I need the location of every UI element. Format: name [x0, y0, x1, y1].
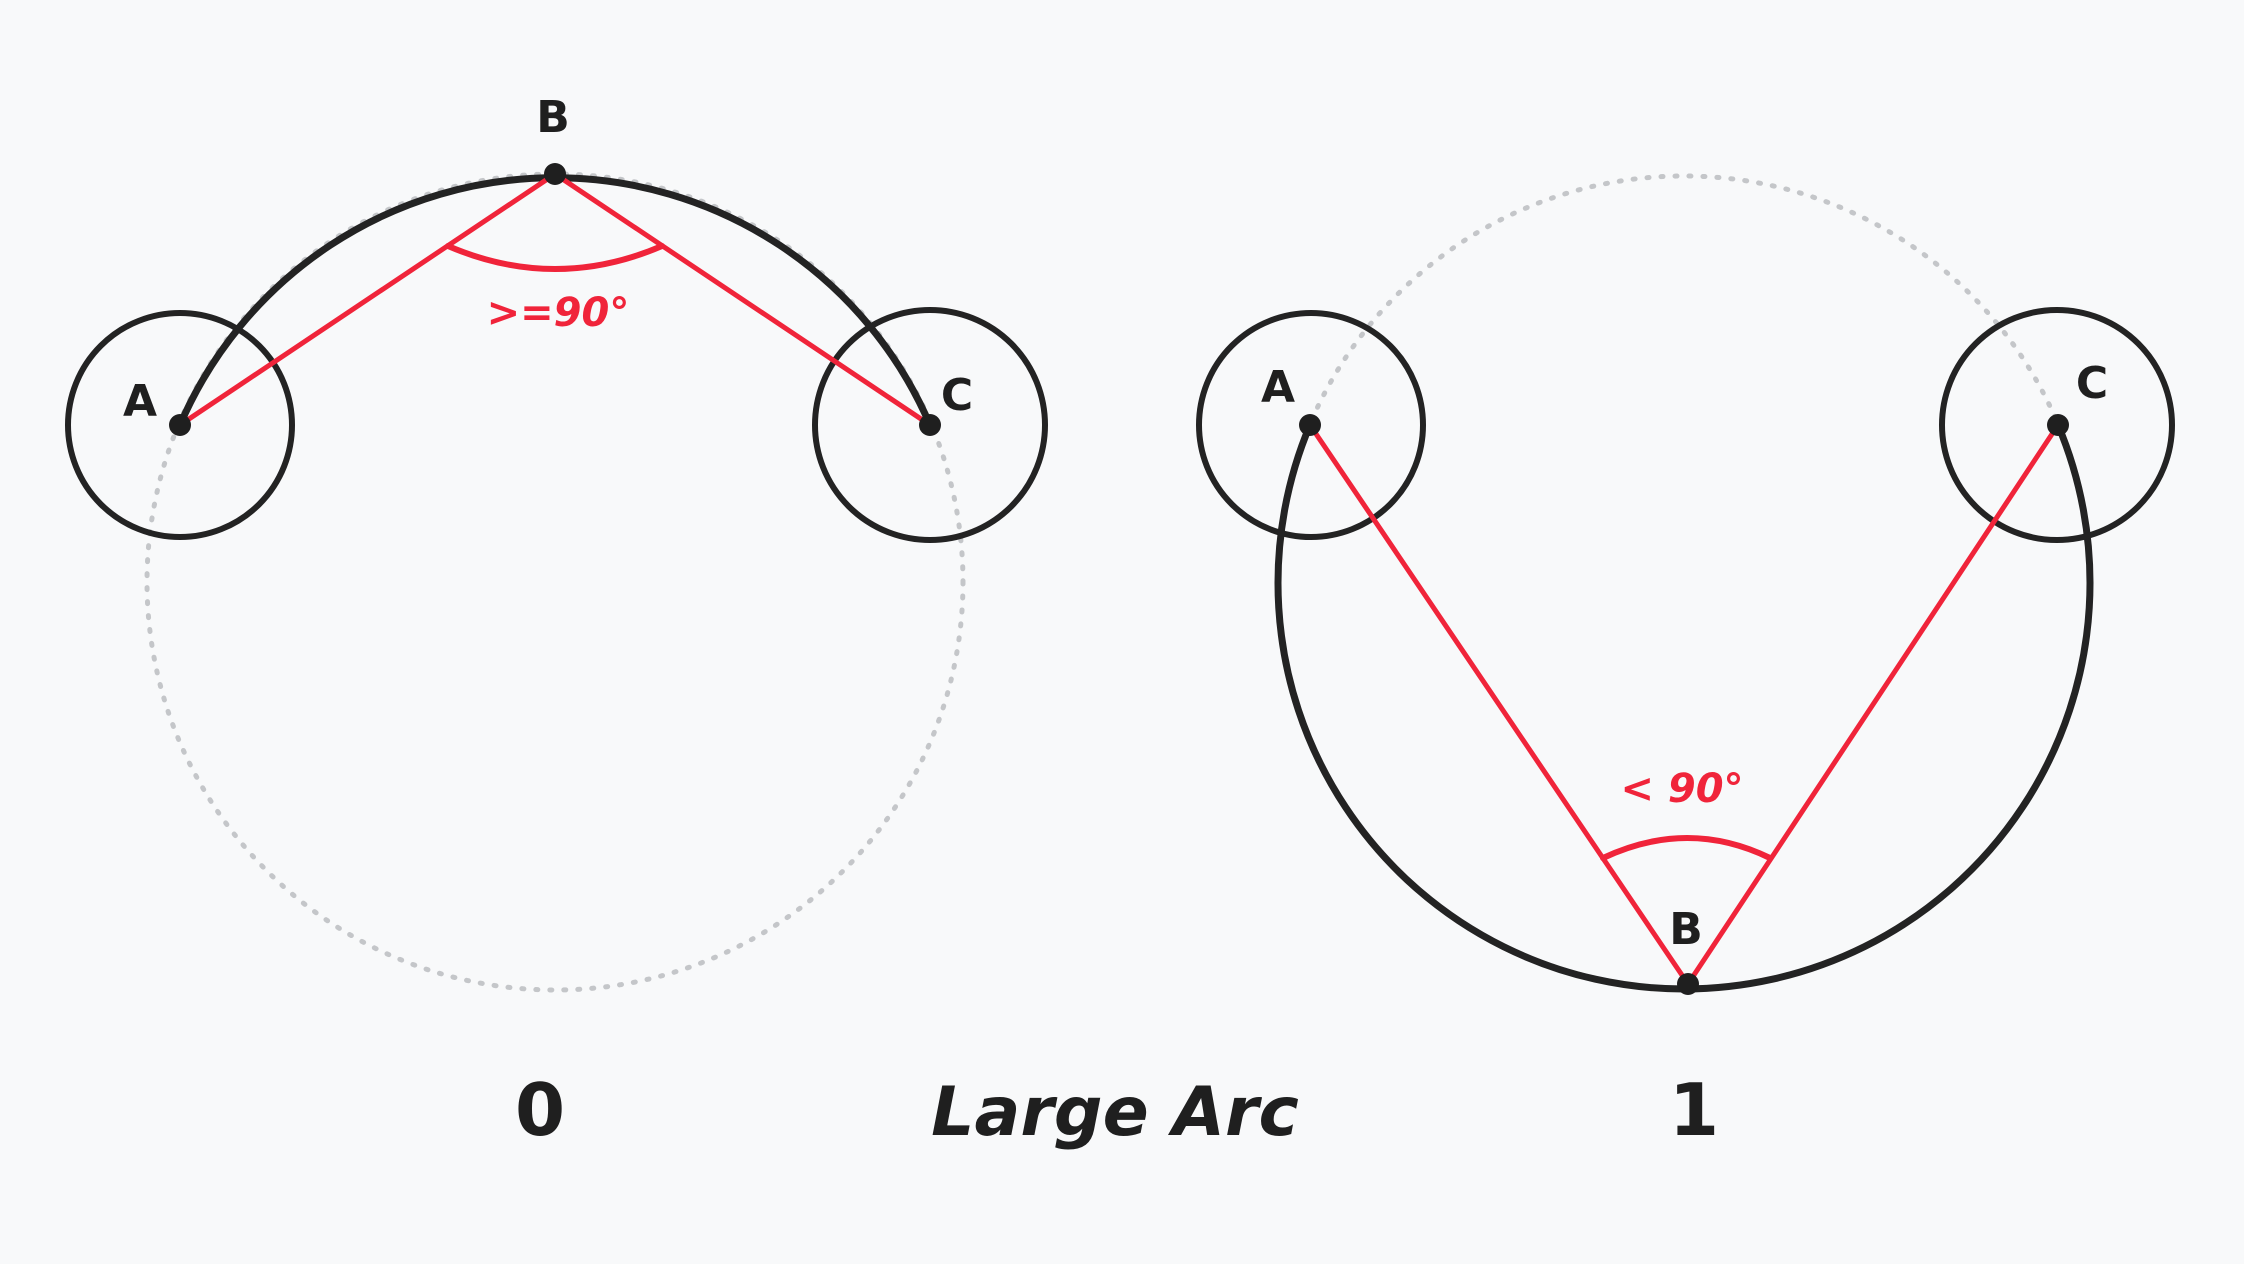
endpoint-ring-c-left	[812, 307, 1048, 543]
point-b-right	[1677, 973, 1699, 995]
endpoint-ring-a-left	[65, 310, 295, 540]
point-label-c-right: C	[2076, 358, 2108, 409]
point-c-right	[2047, 414, 2069, 436]
angle-label-left: >=90°	[487, 290, 630, 336]
endpoint-ring-c-right	[1939, 307, 2175, 543]
chord-ab-left	[177, 171, 558, 428]
point-label-a-left: A	[123, 376, 157, 427]
point-b-left	[544, 163, 566, 185]
endpoint-ring-a-right	[1196, 310, 1426, 540]
caption-right: 1	[1669, 1068, 1719, 1152]
diagram-title: Large Arc	[931, 1073, 1299, 1152]
chord-bc-left	[552, 171, 933, 428]
chord-ab-right	[1307, 422, 1691, 987]
chord-bc-right	[1685, 422, 2061, 987]
point-label-b-left: B	[536, 92, 570, 143]
angle-arc-left	[445, 243, 665, 272]
panel-large-arc-0: A B C >=90° 0	[65, 92, 1048, 1152]
angle-arc-right	[1600, 835, 1773, 861]
point-c-left	[919, 414, 941, 436]
caption-left: 0	[515, 1068, 565, 1152]
angle-label-right: < 90°	[1620, 766, 1743, 812]
point-a-right	[1299, 414, 1321, 436]
point-a-left	[169, 414, 191, 436]
ghost-circle-right	[1275, 173, 2093, 991]
point-label-b-right: B	[1669, 904, 1703, 955]
panel-large-arc-1: A B C < 90° 1	[1196, 173, 2175, 1152]
point-label-a-right: A	[1261, 362, 1295, 413]
point-label-c-left: C	[941, 370, 973, 421]
